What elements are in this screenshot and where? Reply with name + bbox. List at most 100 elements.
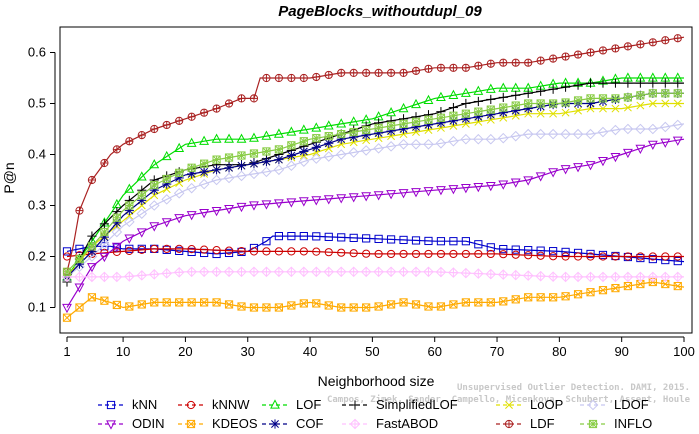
data-point-knnw (623, 252, 633, 261)
data-point-knnw (424, 249, 433, 259)
data-point-ldf (461, 63, 470, 72)
data-point-loop (611, 104, 620, 113)
data-point-knn (224, 248, 234, 258)
data-point-knn (461, 237, 470, 246)
data-point-lof (149, 159, 160, 169)
data-point-lof (436, 91, 446, 101)
data-point-inflo (87, 242, 97, 251)
data-point-fastabod (223, 266, 235, 278)
x-axis: 1 10 20 30 40 50 60 70 80 90 100 (63, 336, 695, 359)
data-point-inflo (636, 91, 645, 100)
data-point-kdeos (461, 298, 470, 307)
data-point-inflo (150, 181, 159, 190)
data-point-knn (386, 235, 396, 244)
data-point-inflo (436, 113, 446, 122)
legend-item-lof: LOF (262, 397, 321, 412)
x-tick-label: 90 (614, 344, 628, 359)
data-point-kdeos (362, 303, 371, 312)
data-point-knn (274, 232, 283, 241)
data-point-fastabod (572, 271, 584, 283)
data-point-kdeos (586, 288, 595, 297)
data-point-kdeos (274, 303, 283, 312)
data-point-inflo (125, 201, 134, 210)
data-point-simplifiedlof (87, 231, 97, 241)
legend-item-fastabod: FastABOD (342, 416, 438, 431)
data-point-ldf (524, 58, 533, 67)
data-point-ldf (262, 73, 271, 83)
legend-item-ldof: LDOF (580, 397, 649, 412)
data-point-ldf (424, 64, 433, 73)
data-point-cof (274, 155, 284, 165)
data-point-kdeos (299, 299, 308, 308)
data-point-simplifiedlof (585, 78, 596, 88)
data-point-lof (460, 87, 471, 97)
data-point-kdeos (100, 296, 109, 305)
data-point-simplifiedlof (473, 96, 483, 107)
data-point-odin (635, 144, 646, 155)
data-point-ldf (623, 42, 633, 51)
data-point-knn (424, 236, 433, 246)
data-point-odin (610, 152, 621, 163)
legend-marker-kdeos (186, 419, 196, 429)
series-simplifiedlof (62, 78, 684, 287)
data-point-odin (622, 148, 633, 159)
data-point-fastabod (659, 271, 671, 283)
data-point-loop (599, 104, 607, 113)
data-point-ldf (586, 48, 595, 57)
data-point-ldof (236, 170, 247, 182)
data-point-lof (348, 116, 359, 126)
legend-label-ldof: LDOF (614, 397, 649, 412)
data-point-fastabod (610, 271, 621, 283)
data-point-odin (573, 163, 583, 173)
data-point-fastabod (385, 266, 397, 278)
data-point-inflo (112, 213, 121, 222)
data-point-ldof (435, 137, 447, 149)
data-point-odin (598, 157, 608, 167)
data-point-fastabod (423, 266, 434, 278)
data-point-kdeos (187, 298, 196, 307)
legend-label-fastabod: FastABOD (376, 416, 438, 431)
data-point-inflo (237, 151, 246, 160)
data-point-knnw (187, 245, 196, 254)
data-point-knn (561, 247, 570, 257)
data-point-knn (536, 246, 545, 255)
data-point-ldf (187, 112, 196, 121)
data-point-fastabod (497, 269, 509, 280)
data-point-kdeos (524, 293, 533, 302)
legend-marker-inflo (588, 419, 598, 429)
data-point-knn (436, 237, 446, 246)
data-point-fastabod (198, 266, 210, 278)
data-point-fastabod (86, 271, 98, 283)
data-point-odin (373, 191, 384, 201)
data-point-loop (661, 99, 670, 108)
data-point-odin (448, 185, 459, 195)
data-point-kdeos (399, 298, 408, 307)
data-point-fastabod (360, 266, 372, 278)
y-tick-label: 0.6 (28, 45, 46, 60)
data-point-simplifiedlof (461, 98, 471, 109)
data-point-knnw (648, 252, 657, 261)
data-point-lof (298, 124, 309, 134)
data-point-knnw (374, 249, 383, 259)
legend-item-knn: kNN (98, 397, 157, 412)
data-point-cof (224, 163, 234, 173)
data-point-ldof (148, 200, 160, 211)
data-point-ldof (74, 261, 85, 273)
data-point-fastabod (286, 266, 297, 278)
data-point-cof (249, 159, 259, 169)
data-point-knnw (411, 249, 421, 259)
data-point-knnw (324, 248, 333, 257)
y-tick-label: 0.1 (28, 300, 46, 315)
legend-item-loop: LoOP (496, 397, 563, 412)
data-point-kdeos (449, 300, 458, 309)
data-point-loop (623, 103, 632, 112)
data-point-inflo (399, 119, 408, 129)
data-point-simplifiedlof (498, 92, 508, 102)
data-point-fastabod (310, 266, 322, 278)
data-point-odin (261, 200, 272, 210)
data-point-kdeos (212, 298, 221, 307)
data-point-loop (574, 106, 583, 115)
data-point-ldof (310, 153, 322, 164)
data-point-ldof (485, 133, 497, 145)
data-point-knnw (249, 247, 259, 256)
